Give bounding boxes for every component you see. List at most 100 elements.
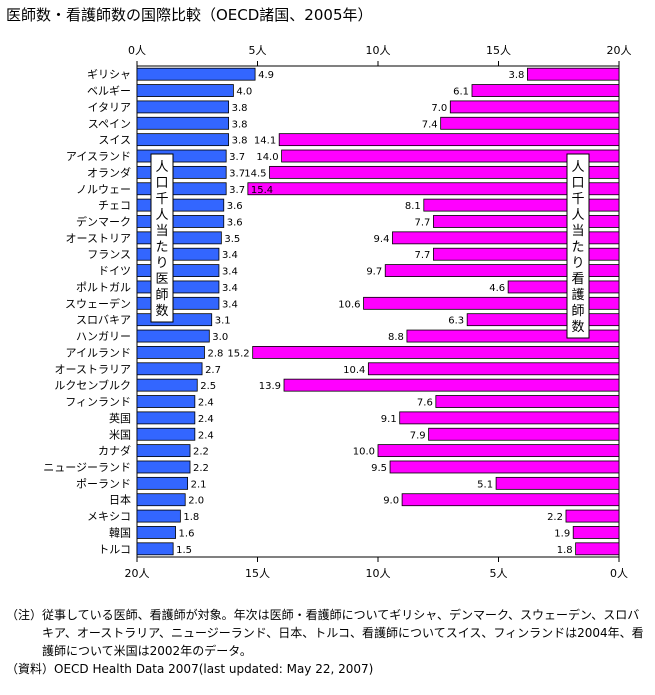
nurse-value-label: 9.0 [383, 496, 399, 507]
nurse-value-label: 1.8 [557, 545, 573, 556]
category-label: スロバキア [76, 314, 131, 327]
nurse-legend-char: 数 [571, 320, 584, 335]
nurse-bar [406, 329, 620, 343]
doctor-value-label: 1.5 [176, 545, 192, 556]
doctor-bar [136, 395, 196, 408]
doctor-value-label: 3.4 [222, 283, 238, 294]
doctor-value-label: 3.7 [229, 152, 245, 163]
category-label: ハンガリー [76, 330, 131, 343]
doctor-value-label: 2.2 [193, 447, 209, 458]
doctor-bar [136, 476, 189, 490]
nurse-bar [428, 427, 620, 441]
category-label: アイルランド [66, 346, 131, 359]
category-label: ポルトガル [76, 281, 131, 294]
doctor-bar [136, 116, 229, 130]
category-label: フィンランド [65, 396, 131, 409]
doctor-value-label: 1.8 [183, 512, 199, 523]
nurse-value-label: 7.7 [415, 217, 431, 228]
category-label: オーストリア [66, 232, 131, 245]
nurse-bar [367, 362, 620, 376]
nurse-value-label: 15.4 [251, 185, 273, 196]
doctor-bar [136, 165, 227, 179]
category-label: アイスランド [66, 150, 131, 163]
category-label: メキシコ [87, 510, 131, 523]
nurse-value-label: 10.6 [338, 299, 360, 310]
source-label: （資料） [6, 662, 55, 676]
nurse-bar [283, 378, 620, 392]
nurse-legend-char: 師 [571, 304, 584, 319]
doctor-bar [136, 542, 174, 556]
nurse-bar [466, 313, 620, 327]
category-label: トルコ [98, 543, 131, 556]
doctor-value-label: 4.0 [236, 87, 252, 98]
doctor-value-label: 3.4 [222, 250, 238, 261]
nurse-value-label: 6.3 [448, 316, 464, 327]
source-row: （資料） OECD Health Data 2007(last updated:… [6, 660, 646, 678]
doctor-bar [136, 362, 203, 376]
category-label: フランス [87, 248, 131, 261]
category-label: 日本 [109, 493, 131, 507]
nurse-value-label: 7.4 [422, 119, 438, 130]
category-label: ルクセンブルク [54, 378, 131, 392]
nurse-value-label: 8.8 [388, 332, 404, 343]
doctor-bar [136, 264, 220, 277]
doctor-bar [136, 231, 222, 245]
bottom-axis-tick-label: 15人 [245, 567, 270, 580]
note-text: 従事している医師、看護師が対象。年次は医師・看護師についてギリシャ、デンマーク、… [42, 608, 644, 658]
doctor-value-label: 3.5 [224, 234, 240, 245]
doctor-value-label: 3.8 [232, 103, 248, 114]
notes: （注） 従事している医師、看護師が対象。年次は医師・看護師についてギリシャ、デン… [6, 606, 646, 678]
doctor-value-label: 3.8 [232, 119, 248, 130]
top-axis-tick-label: 0人 [128, 44, 146, 57]
doctor-bar [136, 296, 220, 310]
nurse-value-label: 9.1 [381, 414, 397, 425]
doctor-value-label: 3.7 [229, 168, 245, 179]
doctor-value-label: 3.0 [212, 332, 228, 343]
nurse-value-label: 14.5 [244, 168, 266, 179]
nurse-legend-char: 千 [571, 192, 584, 207]
category-label: スイス [98, 134, 131, 147]
category-label: 韓国 [109, 526, 131, 539]
nurse-value-label: 15.2 [227, 348, 249, 359]
doctor-value-label: 2.4 [198, 414, 214, 425]
doctor-value-label: 2.8 [207, 348, 223, 359]
nurse-bar [423, 198, 620, 212]
doctor-bar [136, 133, 229, 147]
nurse-value-label: 9.5 [371, 463, 387, 474]
doctor-value-label: 3.1 [215, 316, 231, 327]
nurse-bar [269, 165, 620, 179]
nurse-legend-char: 看 [571, 271, 584, 287]
doctor-bar [136, 378, 198, 392]
nurse-bar [278, 133, 620, 147]
nurse-value-label: 3.8 [509, 70, 525, 81]
doctor-legend-char: り [155, 256, 168, 271]
nurse-bar [565, 509, 620, 523]
nurse-legend-char: 口 [571, 176, 584, 191]
nurse-legend-char: 人 [571, 160, 584, 175]
nurse-bar [389, 460, 620, 474]
nurse-legend-char: 護 [571, 287, 584, 303]
nurse-value-label: 14.1 [254, 136, 276, 147]
top-axis-tick-label: 5人 [249, 44, 267, 57]
nurse-bar [363, 296, 620, 310]
doctor-value-label: 2.4 [198, 398, 214, 409]
doctor-value-label: 3.8 [232, 136, 248, 147]
nurse-legend-char: 人 [571, 208, 584, 223]
doctor-bar [136, 526, 176, 539]
nurse-legend-box [566, 153, 590, 339]
nurse-bar [440, 116, 620, 130]
nurse-bar [433, 215, 620, 228]
doctor-bar [136, 280, 220, 294]
top-axis-tick-label: 10人 [366, 44, 391, 57]
doctor-bar [136, 215, 225, 228]
nurse-value-label: 10.0 [353, 447, 375, 458]
doctor-bar [136, 247, 220, 261]
doctor-legend-char: 数 [155, 304, 168, 319]
nurse-legend-char: 当 [571, 224, 584, 239]
doctor-legend-char: 人 [155, 208, 168, 223]
nurse-bar [495, 476, 620, 490]
doctor-value-label: 3.4 [222, 299, 238, 310]
nurse-bar [392, 231, 620, 245]
doctor-bar [136, 509, 181, 523]
doctor-legend-char: 医 [155, 272, 168, 287]
